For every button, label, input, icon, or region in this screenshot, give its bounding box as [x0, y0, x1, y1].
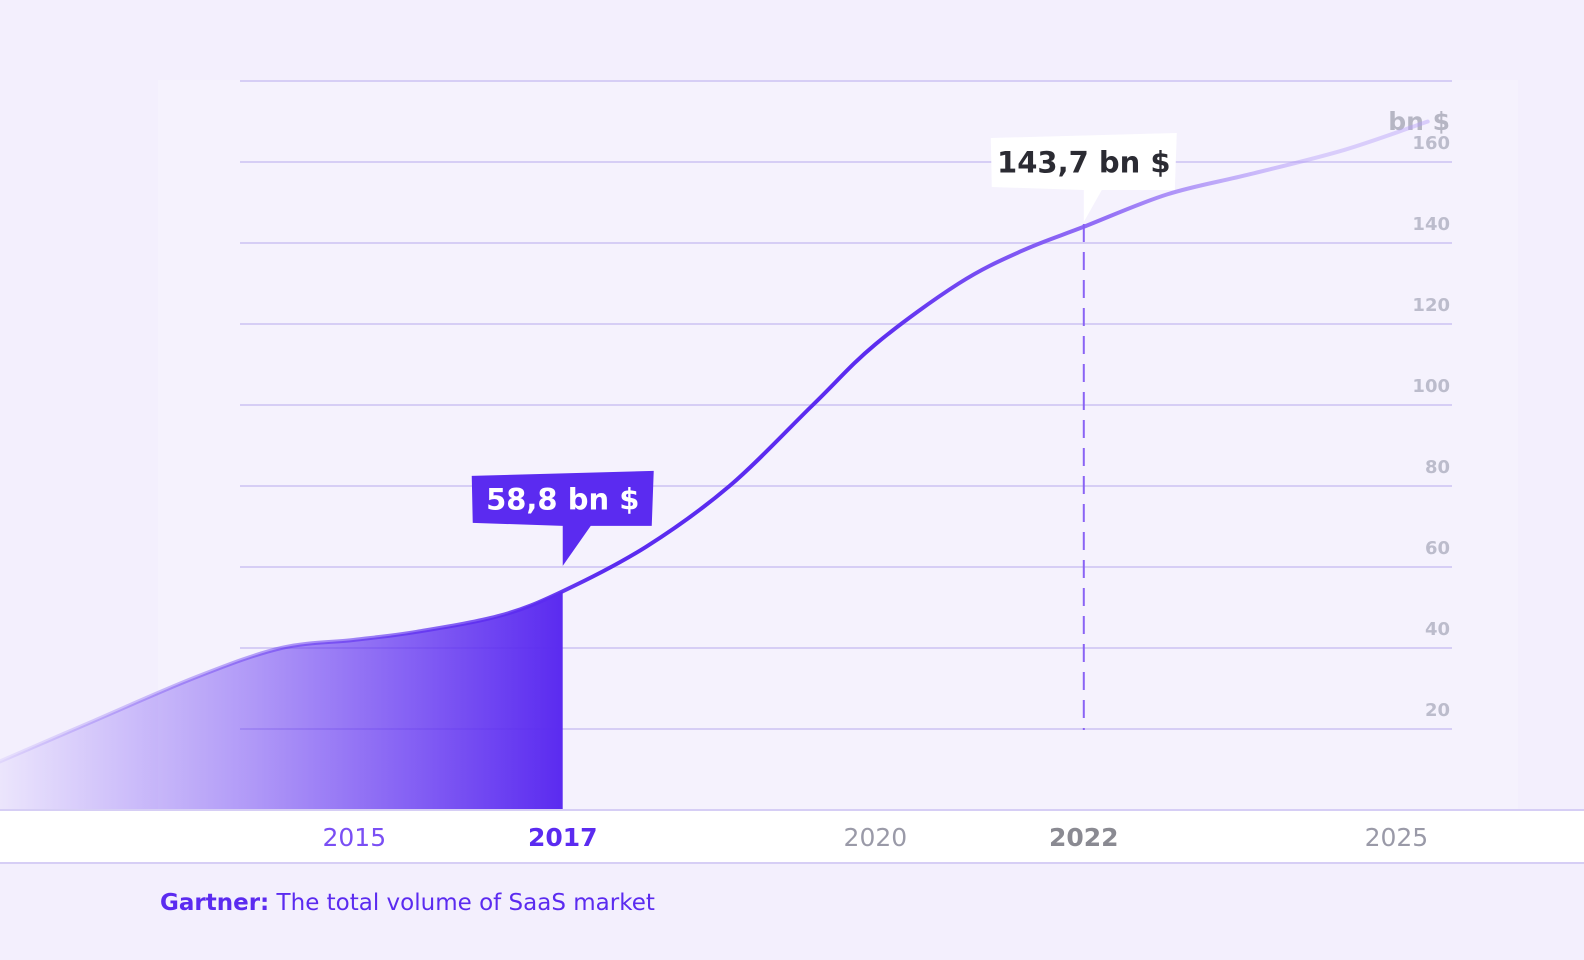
y-tick-label: 160 — [1412, 133, 1450, 154]
chart-caption: Gartner: The total volume of SaaS market — [160, 890, 655, 916]
y-tick-label: 20 — [1425, 700, 1450, 721]
y-tick-label: 120 — [1412, 295, 1450, 316]
x-tick-label: 2020 — [844, 823, 908, 852]
y-axis-ticks: 20 40 60 80 100 120 140 160 — [1412, 133, 1450, 721]
y-tick-label: 40 — [1425, 619, 1450, 640]
filled-area — [0, 591, 563, 810]
caption-text: The total volume of SaaS market — [269, 890, 655, 916]
market-volume-line — [0, 119, 1430, 764]
callout-2017-label: 58,8 bn $ — [486, 482, 639, 516]
x-tick-label: 2015 — [323, 823, 387, 852]
x-tick-label: 2025 — [1365, 823, 1429, 852]
caption-source: Gartner: — [160, 890, 270, 916]
x-axis-band — [0, 810, 1584, 863]
y-tick-label: 80 — [1425, 457, 1450, 478]
y-tick-label: 140 — [1412, 214, 1450, 235]
y-tick-label: 100 — [1412, 376, 1450, 397]
callout-2022-label: 143,7 bn $ — [997, 146, 1171, 180]
x-tick-label: 2022 — [1049, 823, 1119, 852]
x-axis-ticks: 2015 2017 2020 2022 2025 — [323, 823, 1429, 852]
callout-2017: 58,8 bn $ — [471, 470, 654, 566]
y-tick-label: 60 — [1425, 538, 1450, 559]
x-tick-label: 2017 — [528, 823, 598, 852]
callout-2022: 143,7 bn $ — [990, 133, 1177, 223]
